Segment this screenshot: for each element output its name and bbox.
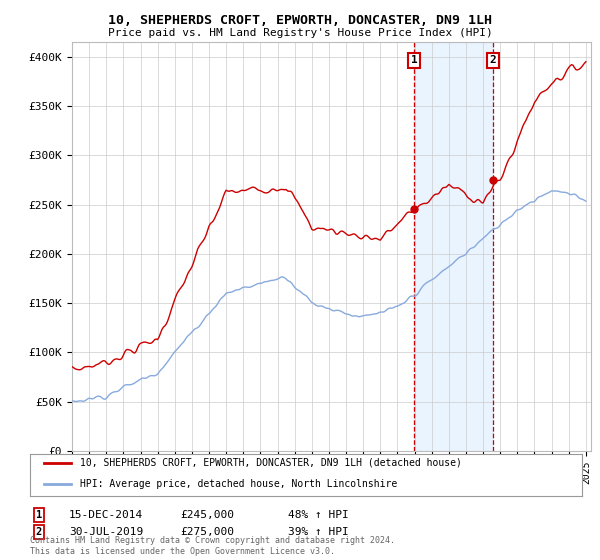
Text: 2: 2 [490,55,496,66]
Text: £275,000: £275,000 [180,527,234,537]
Text: 1: 1 [36,510,42,520]
Bar [414,42,493,451]
Text: 15-DEC-2014: 15-DEC-2014 [69,510,143,520]
Text: 39% ↑ HPI: 39% ↑ HPI [288,527,349,537]
Text: 10, SHEPHERDS CROFT, EPWORTH, DONCASTER, DN9 1LH: 10, SHEPHERDS CROFT, EPWORTH, DONCASTER,… [108,14,492,27]
Text: HPI: Average price, detached house, North Lincolnshire: HPI: Average price, detached house, Nort… [80,479,397,489]
Text: Contains HM Land Registry data © Crown copyright and database right 2024.
This d: Contains HM Land Registry data © Crown c… [30,536,395,556]
Text: 30-JUL-2019: 30-JUL-2019 [69,527,143,537]
Text: 10, SHEPHERDS CROFT, EPWORTH, DONCASTER, DN9 1LH (detached house): 10, SHEPHERDS CROFT, EPWORTH, DONCASTER,… [80,458,461,468]
Text: 2: 2 [36,527,42,537]
Text: 48% ↑ HPI: 48% ↑ HPI [288,510,349,520]
Text: 1: 1 [410,55,417,66]
Text: £245,000: £245,000 [180,510,234,520]
Text: Price paid vs. HM Land Registry's House Price Index (HPI): Price paid vs. HM Land Registry's House … [107,28,493,38]
